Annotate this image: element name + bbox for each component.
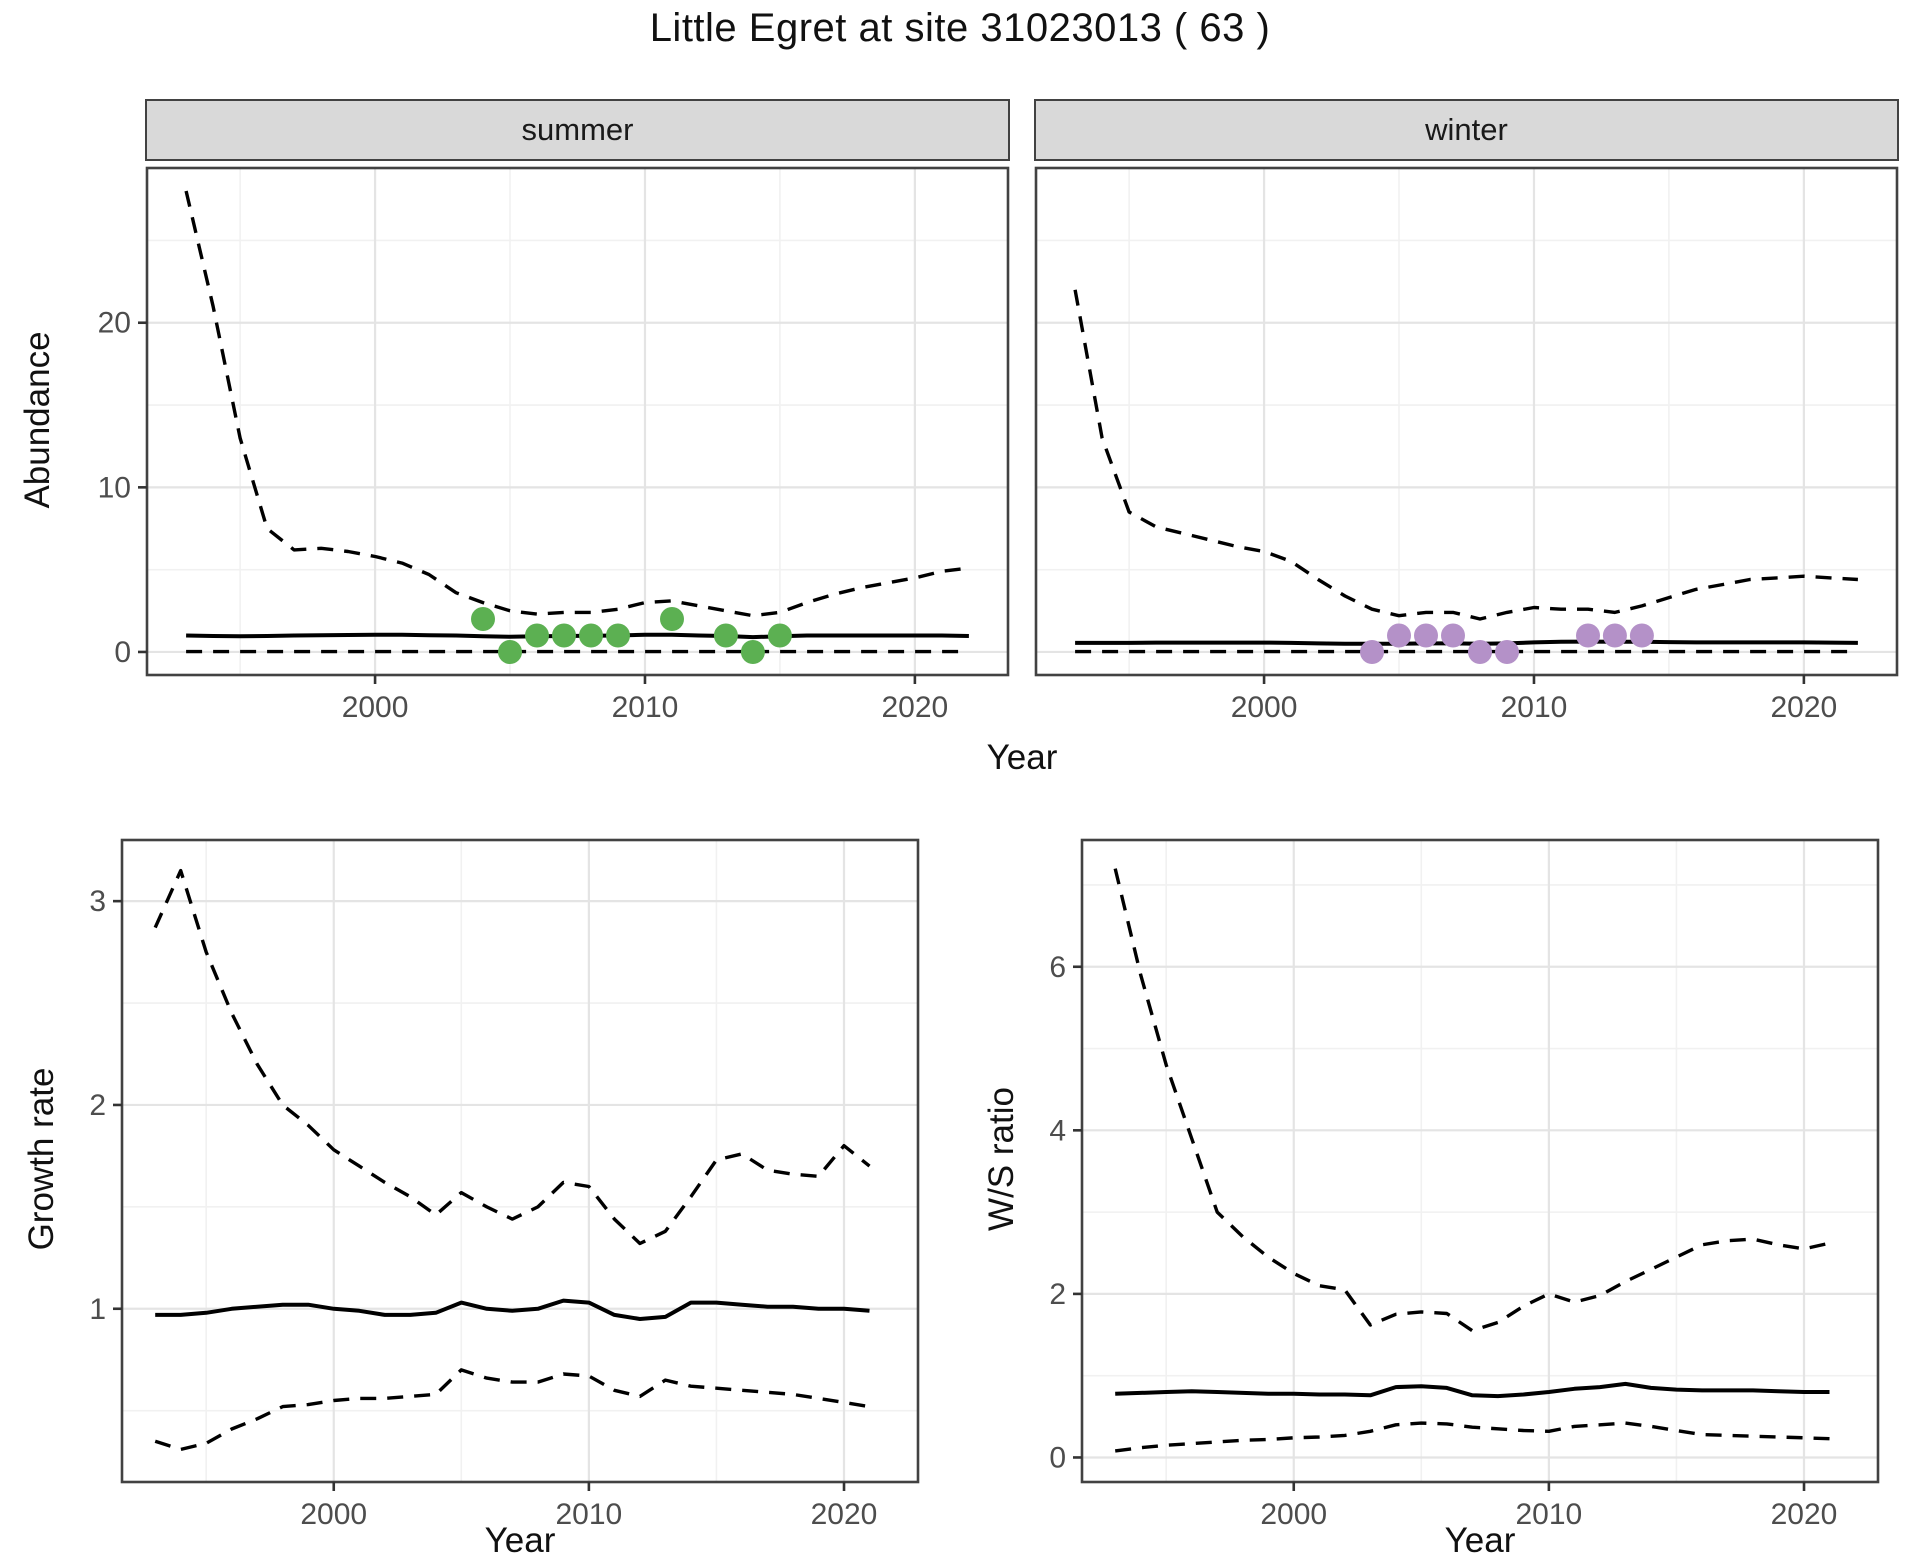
upper_ci-line (1113, 868, 1830, 1333)
data-point (660, 607, 684, 631)
y-axis-tick-label: 10 (98, 471, 131, 504)
abundance-winter-chart: 2000 2010 2020 (1034, 166, 1899, 724)
x-axis-tick-label: 2010 (556, 1498, 623, 1531)
median-line (155, 1298, 870, 1321)
median-line (1075, 639, 1858, 646)
growth-rate-chart: 2000 2010 2020 1 2 3 (89, 838, 920, 1531)
y-axis-tick-label: 1 (89, 1293, 106, 1326)
year-axis-label-bottom-left: Year (484, 1521, 556, 1560)
y-axis-tick-label: 0 (114, 636, 131, 669)
x-axis-tick-label: 2020 (1771, 691, 1838, 724)
y-axis-tick-label: 20 (98, 307, 131, 340)
x-axis-tick-label: 2000 (1231, 691, 1298, 724)
data-point (1629, 623, 1654, 648)
data-point (525, 623, 549, 648)
data-point (1602, 623, 1627, 648)
year-axis-label-bottom-right: Year (1444, 1521, 1516, 1560)
panel-border (1034, 166, 1899, 677)
y-axis-tick-label: 2 (89, 1089, 106, 1122)
data-point (713, 623, 738, 648)
ws-ratio-chart: 2000 2010 2020 0 2 4 6 (1049, 838, 1880, 1531)
data-point (579, 623, 603, 648)
x-axis-tick-label: 2010 (612, 691, 679, 724)
upper_ci-line (153, 868, 871, 1246)
data-point (1414, 623, 1438, 648)
panel-background (122, 840, 918, 1482)
gridlines-minor (122, 840, 918, 1482)
data-point (1576, 623, 1600, 648)
data-point (471, 607, 495, 631)
data-point (1495, 640, 1519, 664)
median-line (1115, 1381, 1830, 1399)
panel-background (1082, 840, 1878, 1482)
x-axis-tick-label: 2010 (1501, 691, 1568, 724)
facet-strip-summer: summer (145, 99, 1010, 161)
panel-background (147, 168, 1008, 675)
facet-strip-summer-label: summer (521, 112, 634, 147)
y-axis-tick-label: 3 (89, 885, 106, 918)
upper_ci-line (184, 190, 970, 618)
axis-ticks: 2000 2010 2020 1 2 3 (89, 885, 877, 1531)
gridlines-minor (1082, 840, 1878, 1482)
lower_ci-line (154, 1368, 870, 1452)
data-point (606, 623, 630, 648)
series-lines (153, 868, 871, 1452)
y-axis-tick-label: 2 (1049, 1278, 1066, 1311)
median-line (186, 632, 969, 640)
abundance-axis-label: Abundance (18, 331, 57, 509)
data-point (552, 623, 576, 648)
growth-rate-axis-label: Growth rate (22, 1067, 61, 1251)
axis-ticks: 2000 2010 2020 (1231, 675, 1838, 724)
series-lines (1073, 289, 1859, 654)
panel-border (120, 838, 920, 1484)
ws-ratio-axis-label: W/S ratio (982, 1087, 1021, 1231)
y-axis-tick-label: 4 (1049, 1114, 1066, 1147)
data-point (1387, 623, 1411, 648)
gridlines-minor (1036, 168, 1897, 675)
gridlines-minor (147, 168, 1008, 675)
panel-background (1036, 168, 1897, 675)
facet-strip-winter-label: winter (1425, 112, 1508, 147)
data-point (740, 640, 765, 664)
year-axis-label-top: Year (986, 738, 1058, 777)
data-point (767, 623, 792, 648)
data-point (1468, 640, 1492, 664)
abundance-summer-chart: 2000 2010 2020 0 10 20 (98, 166, 1010, 724)
x-axis-tick-label: 2010 (1516, 1498, 1583, 1531)
gridlines-major (147, 168, 1008, 675)
x-axis-tick-label: 2000 (1260, 1498, 1327, 1531)
observed_counts (1360, 623, 1654, 664)
series-lines (184, 190, 970, 654)
lower_ci-line (1114, 1421, 1830, 1453)
x-axis-tick-label: 2020 (882, 691, 949, 724)
data-point (1360, 640, 1384, 664)
chart-title: Little Egret at site 31023013 ( 63 ) (649, 6, 1271, 50)
x-axis-tick-label: 2000 (342, 691, 409, 724)
gridlines-major (1082, 840, 1878, 1482)
panel-border (1080, 838, 1880, 1484)
x-axis-tick-label: 2020 (811, 1498, 878, 1531)
upper_ci-line (1073, 289, 1859, 621)
y-axis-tick-label: 6 (1049, 951, 1066, 984)
series-lines (1113, 868, 1830, 1453)
data-point (1441, 623, 1465, 648)
axis-ticks: 2000 2010 2020 0 10 20 (98, 307, 949, 724)
data-point (498, 640, 522, 664)
observed_counts (471, 607, 792, 664)
panel-border (145, 166, 1010, 677)
x-axis-tick-label: 2000 (300, 1498, 367, 1531)
x-axis-tick-label: 2020 (1771, 1498, 1838, 1531)
axis-ticks: 2000 2010 2020 0 2 4 6 (1049, 951, 1837, 1531)
y-axis-tick-label: 0 (1049, 1441, 1066, 1474)
facet-strip-winter: winter (1034, 99, 1899, 161)
